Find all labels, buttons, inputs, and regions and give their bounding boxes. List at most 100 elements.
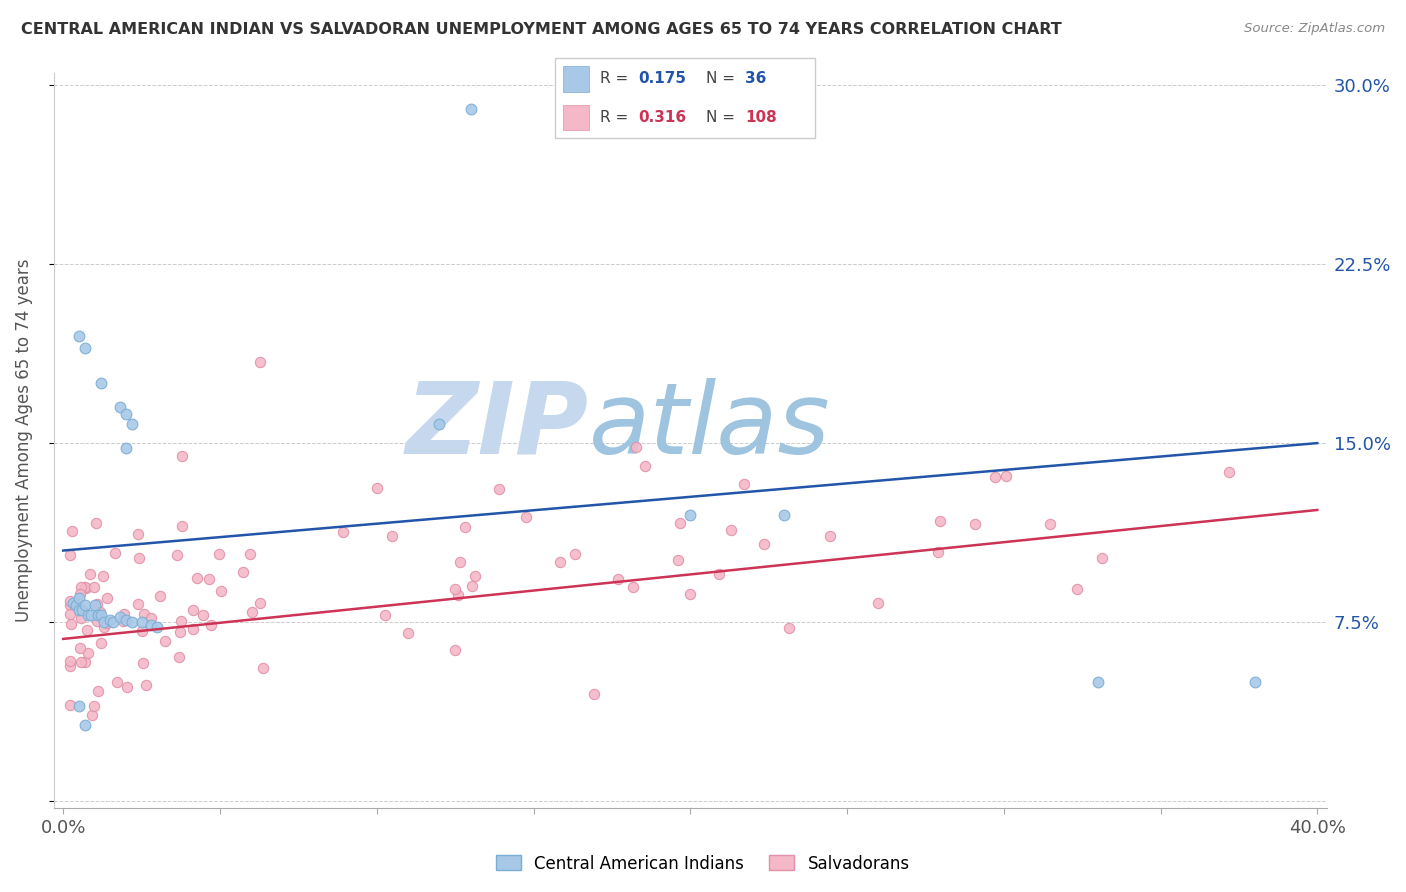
Point <box>70 610 93 624</box>
Point <box>252 661 274 675</box>
Point <box>86 614 108 628</box>
Point <box>73 656 96 670</box>
Point <box>381 529 404 543</box>
Point <box>69 655 91 669</box>
Point <box>984 470 1007 484</box>
Text: 108: 108 <box>745 110 778 125</box>
Point <box>58 659 80 673</box>
Point <box>86 597 108 611</box>
Point <box>928 515 950 529</box>
Point <box>621 581 644 595</box>
Point <box>80 707 103 722</box>
Point <box>121 417 143 431</box>
Point <box>209 584 232 599</box>
Point <box>115 441 138 455</box>
Point <box>170 449 193 463</box>
Point <box>128 551 150 566</box>
Point <box>127 527 149 541</box>
Point <box>963 517 986 532</box>
Point <box>778 621 800 635</box>
Point <box>181 622 204 636</box>
Point <box>396 626 419 640</box>
Point <box>70 580 93 594</box>
Point <box>93 615 115 630</box>
Point <box>131 656 153 670</box>
Point <box>460 578 482 592</box>
Point <box>818 529 841 543</box>
Point <box>65 599 87 613</box>
Point <box>96 591 118 605</box>
Point <box>166 548 188 562</box>
Point <box>709 566 731 581</box>
Point <box>76 646 98 660</box>
Point <box>139 617 162 632</box>
Point <box>720 523 742 537</box>
Point <box>191 607 214 622</box>
Point <box>515 509 537 524</box>
Point <box>666 553 689 567</box>
Point <box>93 620 115 634</box>
Point <box>444 643 467 657</box>
Point <box>75 718 97 732</box>
Point <box>62 596 84 610</box>
Point <box>105 675 128 690</box>
Point <box>75 341 97 355</box>
Point <box>669 516 692 531</box>
Text: R =: R = <box>599 71 633 87</box>
Point <box>103 615 125 630</box>
Point <box>58 598 80 612</box>
Point <box>80 607 103 622</box>
Point <box>76 623 98 637</box>
Point <box>86 516 108 530</box>
Point <box>548 555 571 569</box>
Point <box>90 635 112 649</box>
Point <box>239 547 262 561</box>
Point <box>58 698 80 712</box>
Point <box>181 602 204 616</box>
Text: 0.316: 0.316 <box>638 110 686 125</box>
Point <box>90 376 112 391</box>
Point <box>240 605 263 619</box>
Point <box>58 549 80 563</box>
Point <box>58 655 80 669</box>
Point <box>132 607 155 622</box>
Text: N =: N = <box>706 71 740 87</box>
Point <box>134 678 156 692</box>
Text: N =: N = <box>706 110 740 125</box>
Point <box>866 597 889 611</box>
Point <box>77 607 100 622</box>
Point <box>167 649 190 664</box>
Point <box>96 615 118 630</box>
Point <box>111 614 134 628</box>
Point <box>200 618 222 632</box>
Point <box>366 482 388 496</box>
Point <box>249 596 271 610</box>
Point <box>75 581 97 595</box>
Point <box>58 593 80 607</box>
Text: CENTRAL AMERICAN INDIAN VS SALVADORAN UNEMPLOYMENT AMONG AGES 65 TO 74 YEARS COR: CENTRAL AMERICAN INDIAN VS SALVADORAN UN… <box>21 22 1062 37</box>
Point <box>1039 517 1062 532</box>
Point <box>773 508 796 522</box>
Y-axis label: Unemployment Among Ages 65 to 74 years: Unemployment Among Ages 65 to 74 years <box>15 259 32 623</box>
Point <box>83 599 105 613</box>
Text: R =: R = <box>599 110 633 125</box>
Point <box>374 608 396 623</box>
Point <box>332 524 354 539</box>
Point <box>69 587 91 601</box>
Point <box>98 613 121 627</box>
Point <box>454 520 477 534</box>
Point <box>131 624 153 639</box>
Point <box>69 641 91 656</box>
Point <box>108 401 131 415</box>
Point <box>488 483 510 497</box>
Point <box>117 680 139 694</box>
Point <box>139 610 162 624</box>
Point <box>67 698 90 713</box>
Point <box>121 615 143 630</box>
Point <box>170 518 193 533</box>
Point <box>115 408 138 422</box>
Point <box>89 605 111 619</box>
Point <box>67 603 90 617</box>
Point <box>112 607 135 622</box>
Point <box>1066 582 1088 596</box>
